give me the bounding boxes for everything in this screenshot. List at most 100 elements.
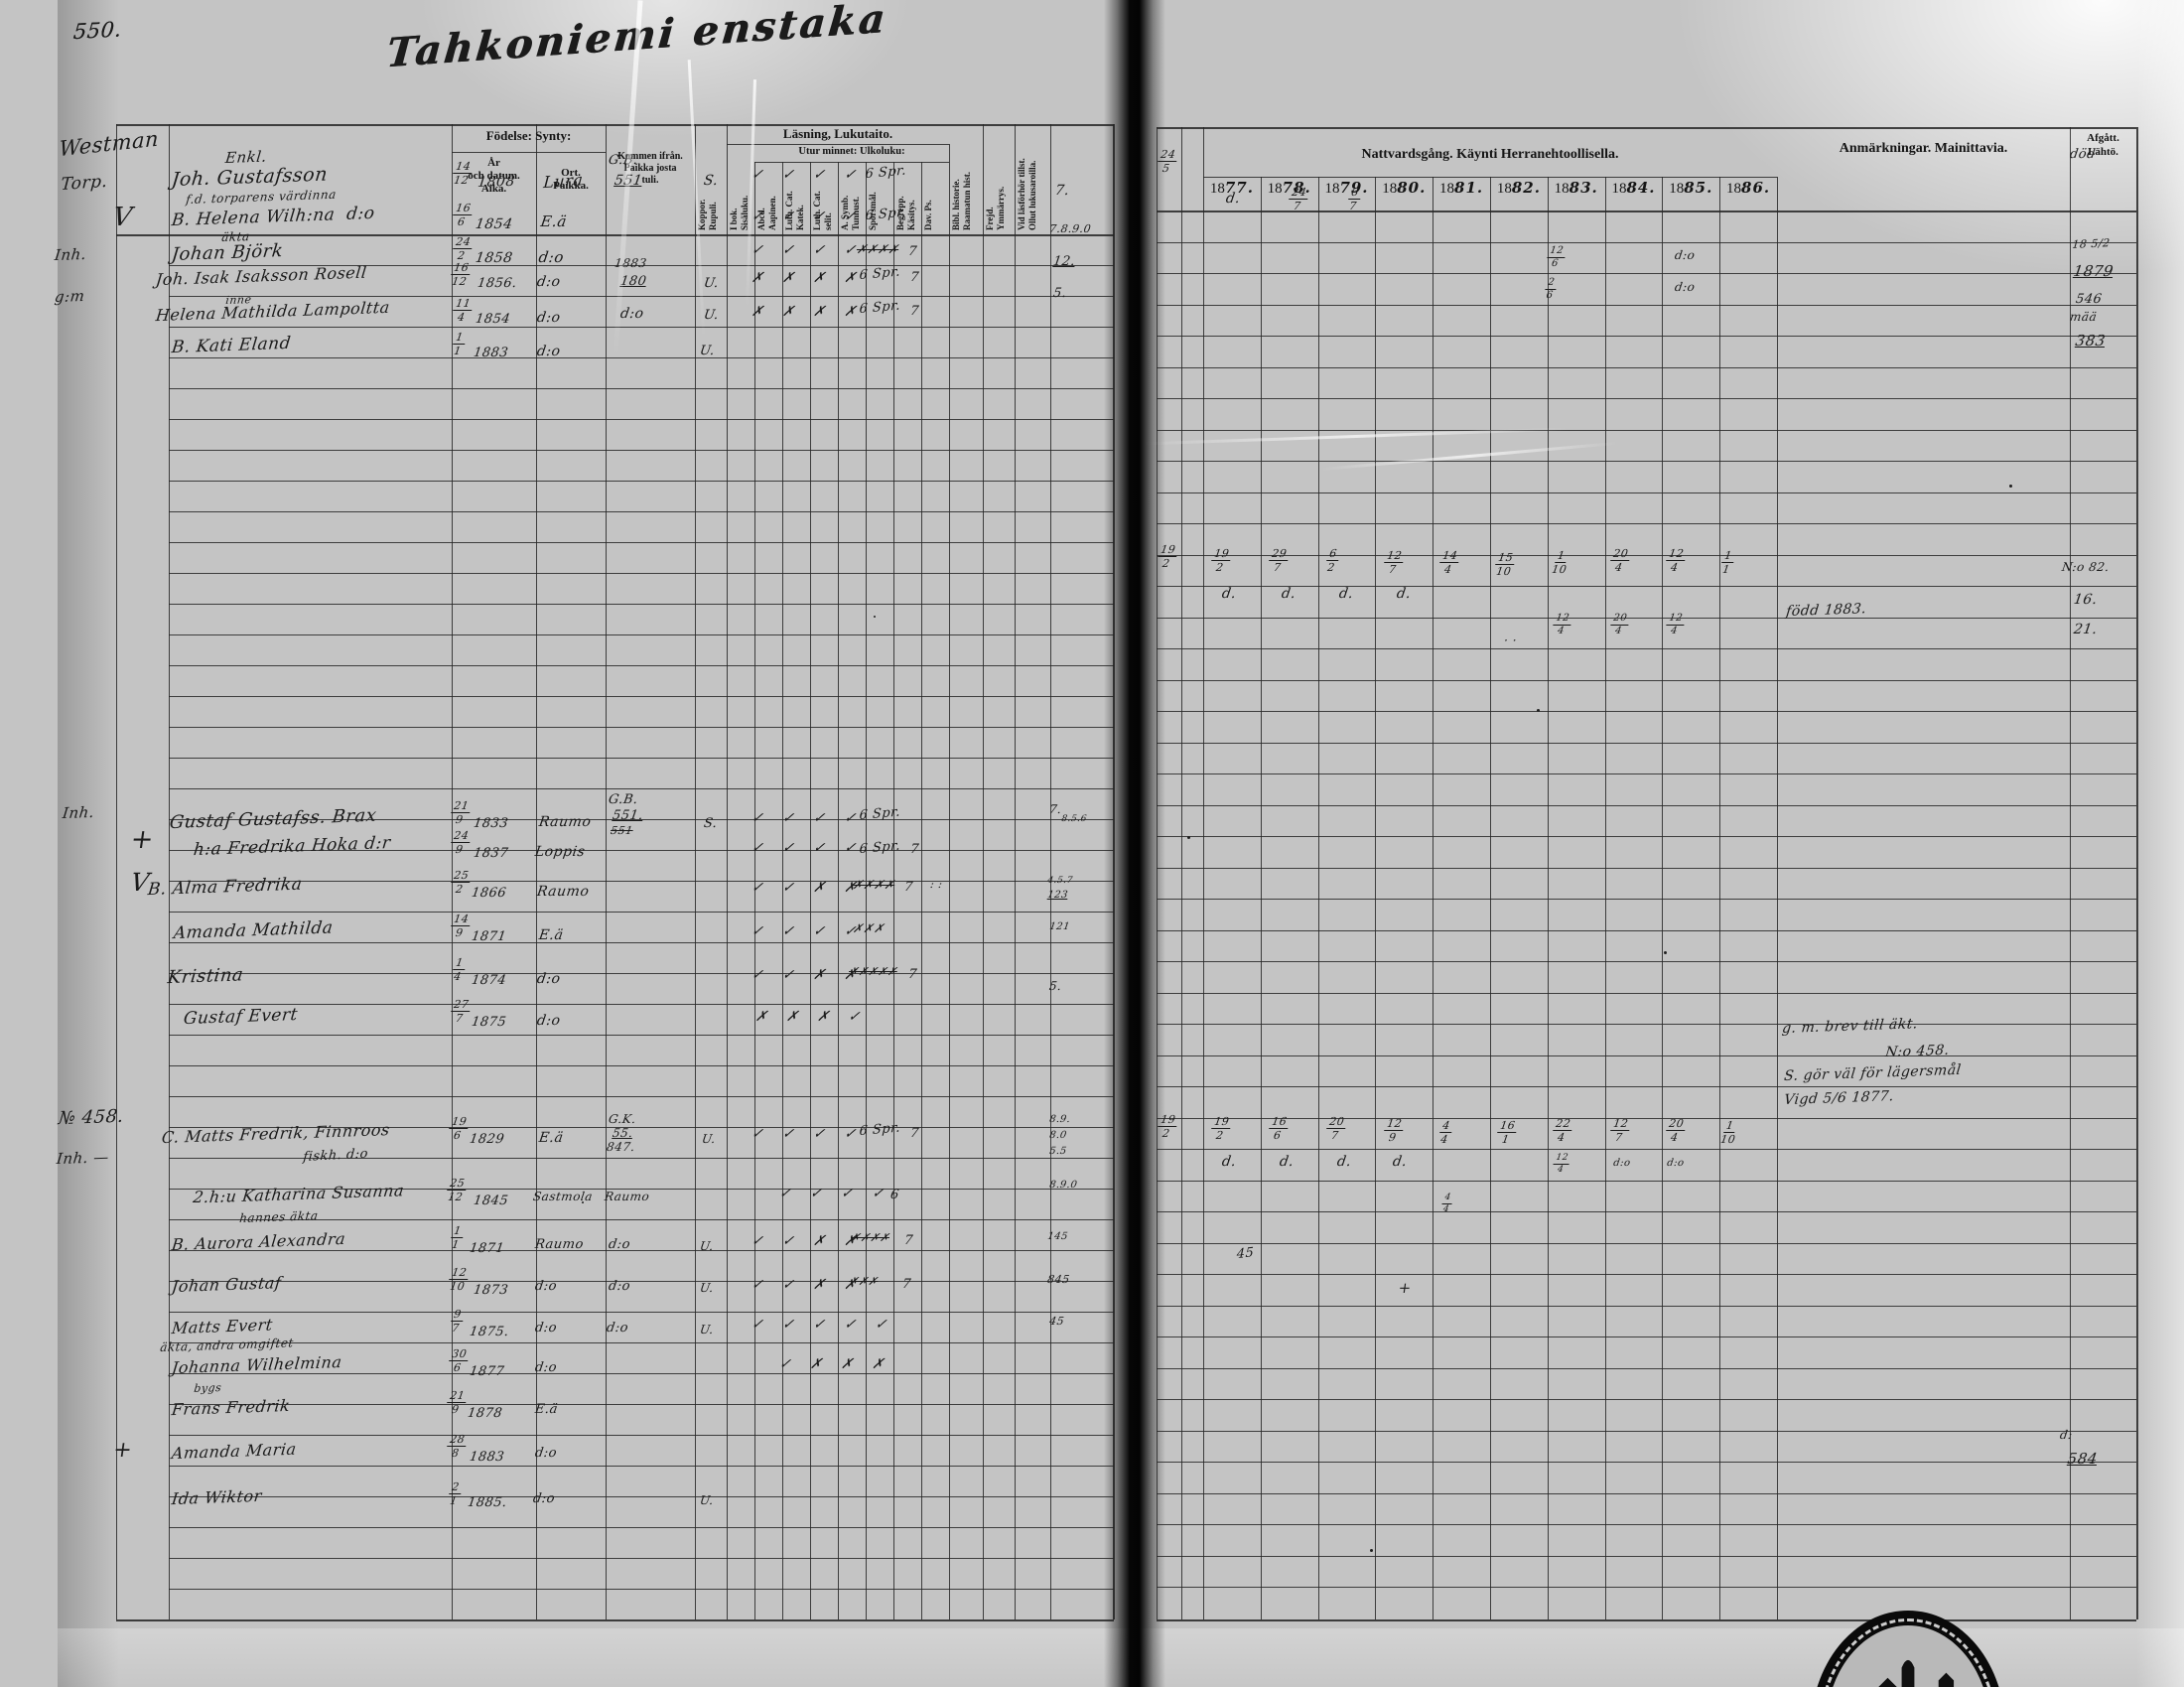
fraction-numerator: 28 bbox=[447, 1433, 468, 1447]
archive-stamp bbox=[1811, 1611, 2005, 1687]
grid-line bbox=[2070, 127, 2071, 1619]
handwritten-entry: 7. bbox=[1053, 183, 1071, 199]
fraction-numerator: 16 bbox=[451, 261, 472, 275]
scan-speck bbox=[1370, 1549, 1373, 1552]
handwritten-entry: ✓ ✓ ✗ ✗ bbox=[750, 967, 858, 983]
handwritten-entry: d:o bbox=[1666, 1158, 1686, 1169]
grid-line bbox=[1203, 177, 1777, 178]
column-header-vertical: Vid läsförhör tillst. Ollut lukusaroilla… bbox=[1017, 158, 1037, 230]
grid-line bbox=[1157, 961, 2136, 962]
grid-line bbox=[1157, 1305, 2136, 1307]
handwritten-entry: 4.5.7 bbox=[1046, 876, 1074, 886]
year-prefix-printed: 18 bbox=[1611, 181, 1627, 197]
handwritten-entry: d. bbox=[1220, 1154, 1238, 1170]
fraction-denominator: 7 bbox=[1614, 1131, 1624, 1144]
handwritten-entry: född 1883. bbox=[1785, 601, 1868, 621]
handwritten-entry: 8.5.6 bbox=[1060, 814, 1088, 824]
handwritten-entry: död bbox=[2068, 147, 2097, 162]
handwritten-entry: Loppis bbox=[533, 844, 587, 860]
fraction-denominator: 7 bbox=[455, 1012, 465, 1025]
handwritten-fraction: 20 4 bbox=[1664, 1117, 1687, 1144]
handwritten-entry: 1854 bbox=[474, 312, 512, 327]
handwritten-entry: U. bbox=[699, 1493, 715, 1507]
grid-line bbox=[169, 634, 1114, 635]
fraction-denominator: 4 bbox=[1614, 561, 1624, 574]
handwritten-entry: d:o bbox=[1612, 1158, 1632, 1169]
year-digits-handwritten: 80. bbox=[1397, 179, 1427, 197]
handwritten-entry: U. bbox=[698, 344, 716, 358]
handwritten-entry: B. Kati Eland bbox=[170, 333, 293, 358]
grid-line bbox=[1318, 177, 1319, 1619]
handwritten-entry: d. bbox=[1280, 586, 1297, 602]
grid-line bbox=[1157, 1180, 2136, 1182]
handwritten-fraction: 12 4 bbox=[1552, 1153, 1571, 1175]
handwritten-entry: S. gör väl för lägersmål bbox=[1783, 1061, 1963, 1085]
fraction-numerator: 19 bbox=[1158, 1113, 1178, 1127]
scan-speck bbox=[1664, 951, 1667, 954]
handwritten-entry: : : bbox=[929, 878, 944, 891]
handwritten-entry: 1845 bbox=[472, 1194, 510, 1208]
fraction-denominator: 6 bbox=[457, 215, 467, 228]
handwritten-entry: N:o 458. bbox=[1884, 1042, 1951, 1061]
handwritten-entry: 845 bbox=[1046, 1273, 1071, 1286]
grid-line bbox=[1157, 273, 2136, 274]
grid-line bbox=[1113, 124, 1115, 1619]
handwritten-entry: Raumo bbox=[533, 1237, 585, 1252]
grid-line bbox=[1157, 1242, 2136, 1244]
year-digits-handwritten: 81. bbox=[1454, 179, 1484, 197]
grid-line bbox=[169, 1589, 1114, 1590]
year-prefix-printed: 18 bbox=[1554, 181, 1570, 197]
fraction-numerator: 1 bbox=[451, 1224, 465, 1238]
handwritten-entry: ✗✗✗ bbox=[848, 1275, 880, 1288]
column-header-vertical: I bok. Sisäluku. bbox=[729, 195, 750, 230]
grid-line bbox=[452, 152, 606, 153]
handwritten-fraction: 25 2 bbox=[449, 869, 472, 896]
year-digits-handwritten: 83. bbox=[1569, 179, 1598, 197]
grid-line bbox=[169, 481, 1114, 482]
grid-line bbox=[169, 450, 1114, 451]
fraction-denominator: 7 bbox=[1273, 561, 1283, 574]
handwritten-entry: 1866 bbox=[470, 886, 508, 901]
fraction-numerator: 15 bbox=[1495, 551, 1516, 565]
handwritten-entry: 7. bbox=[1048, 802, 1063, 816]
grid-line bbox=[169, 758, 1114, 759]
handwritten-fraction: 20 7 bbox=[1324, 1115, 1347, 1142]
grid-line bbox=[169, 819, 1114, 820]
handwritten-entry: Inh. bbox=[54, 244, 87, 265]
handwritten-entry: 1878 bbox=[466, 1406, 504, 1421]
grid-line bbox=[169, 419, 1114, 420]
handwritten-entry: d:o bbox=[535, 1013, 562, 1029]
book-binding-edge bbox=[0, 0, 58, 1687]
grid-line bbox=[1157, 366, 2136, 368]
handwritten-fraction: 12 4 bbox=[1665, 613, 1686, 636]
handwritten-entry: Westman bbox=[59, 126, 160, 162]
handwritten-entry: U. bbox=[702, 308, 720, 323]
year-column-header: 1881. bbox=[1433, 179, 1490, 209]
year-prefix-printed: 18 bbox=[1209, 181, 1225, 197]
handwritten-fraction: 14 4 bbox=[1437, 549, 1460, 576]
handwritten-entry: 16. bbox=[2072, 592, 2099, 608]
handwritten-entry: mää bbox=[2069, 310, 2099, 324]
fraction-numerator: 21 bbox=[451, 799, 472, 813]
fraction-denominator: 4 bbox=[1670, 561, 1680, 574]
handwritten-fraction: 19 2 bbox=[1156, 543, 1178, 570]
grid-line bbox=[169, 1158, 1114, 1159]
handwritten-entry: 1883 bbox=[614, 256, 648, 270]
grid-line bbox=[1375, 177, 1376, 1619]
handwritten-entry: 121 bbox=[1048, 921, 1071, 932]
handwritten-entry: ✓ ✓ ✓ ✓ bbox=[750, 923, 858, 939]
grid-line bbox=[169, 727, 1114, 728]
handwritten-entry: Tahkoniemi enstaka bbox=[385, 0, 890, 77]
handwritten-fraction: 24 5 bbox=[1156, 148, 1178, 175]
grid-line bbox=[983, 124, 984, 1619]
handwritten-fraction: 16 6 bbox=[1267, 1115, 1290, 1142]
fraction-denominator: 6 bbox=[1551, 258, 1560, 269]
grid-line bbox=[169, 1466, 1114, 1467]
handwritten-entry: Joh. Isak Isaksson Rosell bbox=[154, 262, 368, 290]
handwritten-entry: E.ä bbox=[539, 212, 569, 230]
year-prefix-printed: 18 bbox=[1496, 181, 1512, 197]
grid-line bbox=[1157, 992, 2136, 994]
grid-line bbox=[1157, 804, 2136, 806]
